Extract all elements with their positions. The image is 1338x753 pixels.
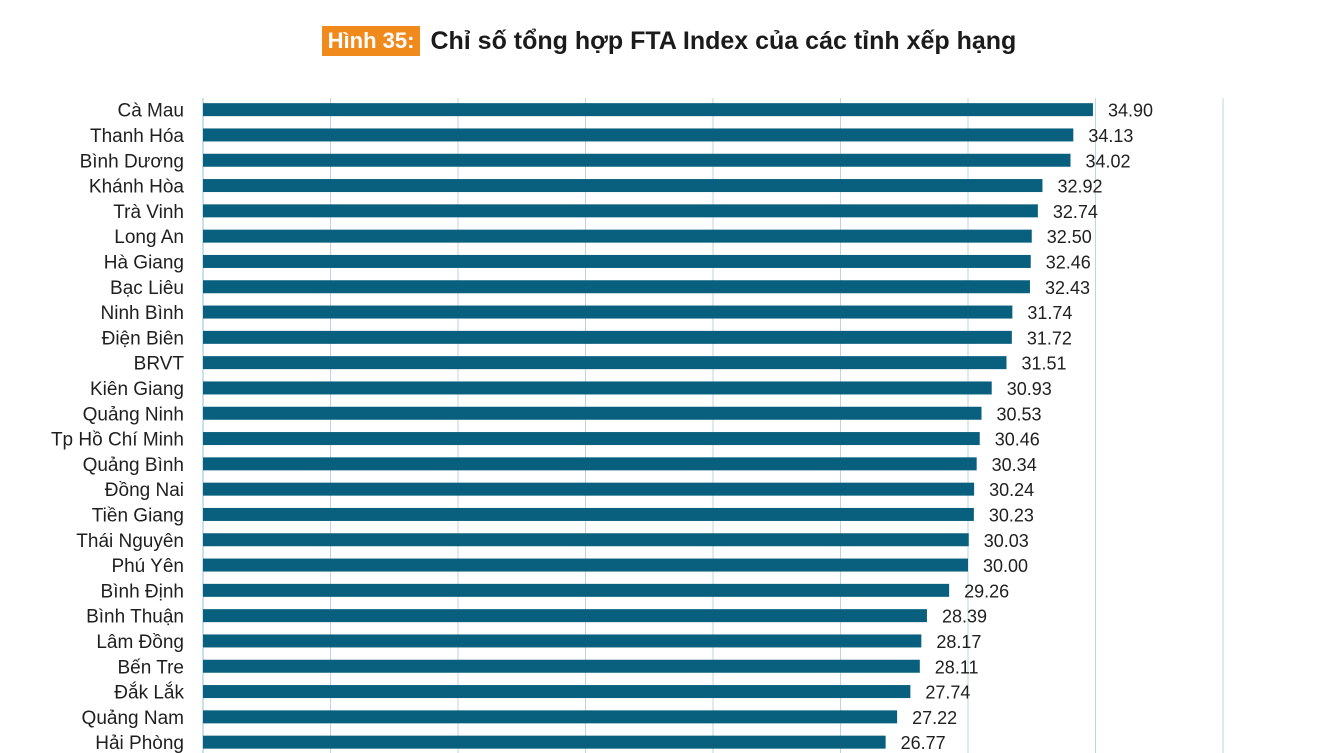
category-label: Phú Yên [111, 556, 184, 577]
bar [203, 507, 974, 521]
category-label: Bình Định [101, 581, 184, 602]
bar [203, 634, 922, 648]
value-label: 30.46 [995, 430, 1040, 450]
value-label: 28.39 [942, 607, 987, 627]
bar [203, 153, 1071, 167]
bar [203, 229, 1032, 243]
category-label: Long An [114, 227, 184, 248]
category-label: Cà Mau [117, 101, 184, 122]
bar [203, 204, 1038, 218]
value-label: 26.77 [901, 733, 946, 753]
bar [203, 710, 898, 724]
bar [203, 583, 950, 597]
category-label: Đồng Nai [105, 480, 184, 501]
value-label: 28.11 [935, 657, 979, 677]
value-label: 30.53 [997, 404, 1042, 424]
value-label: 34.90 [1108, 101, 1153, 121]
category-label: Tp Hồ Chí Minh [51, 430, 184, 451]
bar [203, 659, 920, 673]
value-label: 34.13 [1088, 126, 1133, 146]
figure-title: Chỉ số tổng hợp FTA Index của các tỉnh x… [430, 26, 1017, 55]
bar [203, 305, 1013, 319]
category-label: Ninh Bình [101, 303, 184, 324]
bar [203, 457, 977, 471]
value-label: 28.17 [936, 632, 981, 652]
category-label: Tiền Giang [92, 505, 184, 526]
category-label: Bình Thuận [86, 607, 184, 628]
bar [203, 609, 927, 623]
value-label: 30.34 [992, 455, 1037, 475]
category-label: Hải Phòng [95, 733, 184, 753]
bar [203, 685, 911, 699]
category-label: Quảng Nam [82, 708, 184, 729]
category-label: Khánh Hòa [89, 177, 185, 198]
value-label: 32.74 [1053, 202, 1098, 222]
value-label: 34.02 [1086, 151, 1131, 171]
bar [203, 735, 886, 749]
value-label: 32.50 [1047, 227, 1092, 247]
bar [203, 482, 975, 496]
bar [203, 254, 1031, 268]
bar [203, 381, 992, 395]
category-label: Bình Dương [80, 151, 184, 172]
category-label: Trà Vinh [113, 202, 184, 223]
category-label: BRVT [134, 354, 185, 375]
category-label: Thái Nguyên [76, 531, 184, 552]
value-label: 31.72 [1027, 328, 1072, 348]
value-label: 27.74 [925, 683, 970, 703]
bar [203, 330, 1012, 344]
category-label: Hà Giang [104, 252, 184, 273]
value-label: 32.43 [1045, 278, 1090, 298]
category-label: Quảng Ninh [83, 404, 184, 425]
bar [203, 558, 968, 572]
value-label: 31.51 [1022, 354, 1067, 374]
bar [203, 280, 1030, 294]
category-label: Kiên Giang [90, 379, 184, 400]
value-label: 30.00 [983, 556, 1028, 576]
value-label: 32.46 [1046, 252, 1091, 272]
category-label: Thanh Hóa [90, 126, 184, 147]
value-label: 30.23 [989, 505, 1034, 525]
value-label: 27.22 [912, 708, 957, 728]
bar [203, 179, 1043, 193]
bar [203, 432, 980, 446]
value-label: 30.24 [989, 480, 1034, 500]
value-label: 30.93 [1007, 379, 1052, 399]
value-label: 31.74 [1027, 303, 1072, 323]
bar [203, 103, 1093, 117]
chart-title: Hình 35: Chỉ số tổng hợp FTA Index của c… [0, 26, 1338, 56]
category-label: Điện Biên [102, 328, 184, 349]
bar [203, 128, 1074, 142]
category-label: Quảng Bình [83, 455, 184, 476]
figure-label: Hình 35: [321, 26, 421, 56]
bar [203, 406, 982, 420]
bar [203, 356, 1007, 370]
bar [203, 533, 969, 547]
value-label: 30.03 [984, 531, 1029, 551]
value-label: 32.92 [1057, 177, 1102, 197]
category-label: Bạc Liêu [110, 278, 184, 299]
category-label: Lâm Đồng [96, 632, 184, 653]
category-label: Bến Tre [117, 657, 184, 678]
value-label: 29.26 [964, 581, 1009, 601]
category-label: Đắk Lắk [114, 682, 184, 704]
